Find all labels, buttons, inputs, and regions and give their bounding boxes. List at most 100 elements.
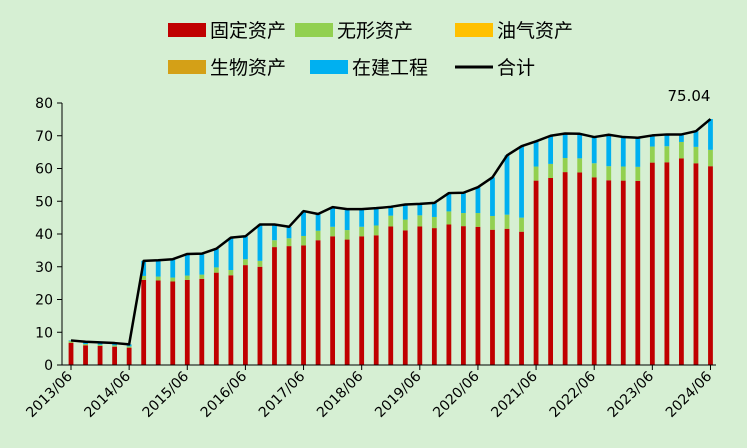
bar-segment-2: [330, 226, 336, 237]
bar-segment-2: [635, 166, 641, 181]
x-tick-label: 2017/06: [256, 368, 309, 421]
annotations: 75.04: [668, 87, 711, 105]
bar-segment-1: [170, 281, 176, 365]
bar-segment-5: [446, 193, 452, 212]
bar-segment-1: [155, 280, 161, 365]
bar-segment-2: [112, 345, 118, 347]
y-tick-label: 40: [35, 227, 53, 243]
legend-swatch: [168, 23, 206, 37]
legend-swatch: [455, 23, 493, 37]
bar-segment-2: [606, 166, 612, 181]
y-tick-label: 80: [35, 96, 53, 112]
bar-segment-2: [272, 240, 277, 248]
bar-segment-1: [373, 235, 379, 365]
bar-segment-5: [330, 207, 336, 227]
bar-segment-1: [257, 266, 263, 365]
bar-segment-5: [301, 211, 306, 236]
bar-segment-5: [402, 204, 408, 220]
bar-segment-2: [417, 215, 423, 227]
bar-segment-5: [475, 187, 481, 214]
x-tick-label: 2022/06: [547, 368, 600, 421]
bar-segment-2: [446, 211, 452, 225]
bar-segment-1: [490, 229, 495, 365]
legend-label: 无形资产: [337, 20, 413, 42]
bar-segment-1: [83, 345, 88, 365]
bar-segment-1: [504, 228, 510, 365]
y-tick-label: 20: [35, 293, 53, 309]
bar-segment-2: [199, 274, 205, 279]
x-tick-label: 2014/06: [82, 368, 135, 421]
bar-segment-2: [402, 219, 408, 231]
bar-segment-1: [693, 163, 699, 365]
bar-segment-5: [417, 203, 423, 216]
bar-segment-2: [693, 146, 699, 164]
bar-segment-5: [286, 226, 292, 239]
bar-segment-1: [112, 346, 118, 365]
bar-segment-5: [184, 253, 190, 276]
bar-segment-2: [388, 215, 394, 227]
bar-segment-2: [461, 213, 466, 227]
bar-segment-2: [577, 158, 583, 173]
bar-segment-5: [199, 253, 205, 275]
bar-segment-2: [228, 270, 234, 276]
bar-segment-1: [213, 272, 219, 365]
bar-segment-1: [243, 265, 248, 365]
bar-segment-2: [562, 158, 568, 173]
bar-segment-2: [126, 346, 132, 348]
x-tick-label: 2016/06: [198, 368, 251, 421]
bar-segment-1: [548, 177, 554, 365]
bar-segment-1: [68, 342, 74, 365]
bar-segment-5: [461, 192, 466, 214]
bar-segment-1: [533, 180, 539, 365]
bar-segment-1: [199, 278, 205, 365]
bar-segment-5: [359, 209, 365, 227]
bar-segment-5: [243, 236, 248, 260]
bar-segment-1: [402, 230, 408, 365]
bar-segment-2: [373, 225, 379, 236]
bar-segment-2: [68, 341, 74, 343]
bar-segment-5: [664, 134, 670, 147]
bar-segment-2: [184, 275, 190, 280]
bar-segment-2: [548, 163, 554, 178]
bar-segment-2: [431, 216, 437, 229]
x-tick-label: 2013/06: [23, 368, 76, 421]
bar-segment-2: [519, 217, 524, 232]
bar-segment-1: [461, 226, 466, 365]
x-tick-label: 2018/06: [314, 368, 367, 421]
bar-segment-1: [635, 180, 641, 365]
bar-segment-2: [286, 238, 292, 247]
bar-segment-1: [577, 172, 583, 365]
bar-segment-1: [649, 162, 655, 365]
bar-segment-1: [286, 246, 292, 365]
bar-segment-5: [170, 259, 176, 278]
legend-swatch: [295, 23, 333, 37]
bar-segment-5: [519, 146, 524, 218]
bar-segment-5: [431, 202, 437, 217]
data-label: 75.04: [668, 87, 711, 105]
bar-segment-2: [170, 277, 176, 282]
bar-segment-1: [315, 240, 321, 365]
bar-segment-2: [243, 259, 248, 266]
bar-segment-5: [315, 214, 321, 231]
bar-segment-1: [388, 226, 394, 365]
bar-segment-5: [257, 224, 263, 261]
bar-segment-2: [97, 344, 103, 347]
bar-segment-1: [606, 180, 612, 365]
bars: [68, 119, 713, 365]
bar-segment-5: [373, 208, 379, 226]
bar-segment-1: [562, 172, 568, 365]
bar-segment-1: [301, 245, 306, 365]
bar-segment-2: [620, 166, 626, 181]
bar-segment-5: [591, 137, 597, 164]
bar-segment-2: [257, 260, 263, 267]
bar-segment-2: [591, 163, 597, 178]
total-line-group: [70, 118, 712, 346]
y-tick-label: 60: [35, 162, 53, 178]
bar-segment-1: [228, 275, 234, 365]
x-tick-label: 2024/06: [663, 368, 716, 421]
bar-segment-5: [141, 260, 147, 276]
bar-segment-1: [620, 180, 626, 365]
x-tick-label: 2021/06: [488, 368, 541, 421]
bar-segment-2: [301, 235, 306, 246]
